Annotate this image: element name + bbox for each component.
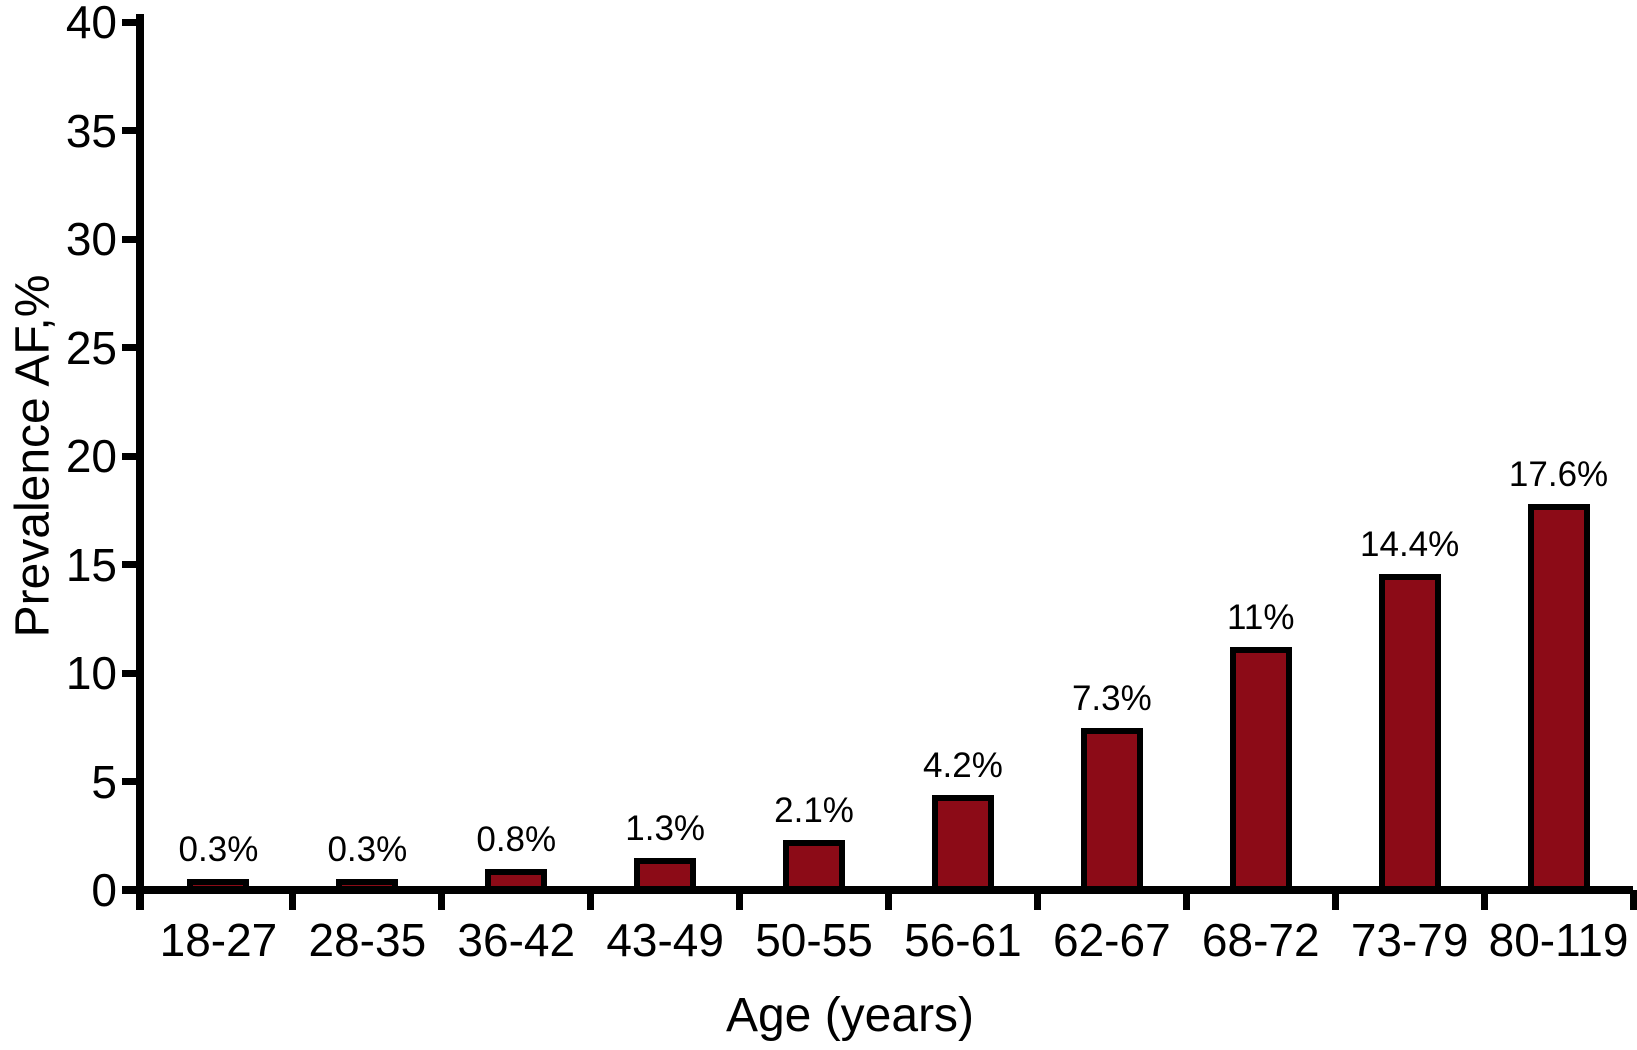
x-tick-label: 80-119: [1488, 914, 1629, 966]
bar-value-label: 0.3%: [327, 830, 408, 869]
x-tick: [1480, 890, 1488, 910]
y-tick-label: 10: [65, 647, 117, 699]
y-tick-label: 40: [65, 0, 117, 48]
y-tick-label: 15: [65, 538, 117, 591]
y-tick: [122, 344, 137, 351]
x-tick: [1182, 890, 1190, 910]
bar-62-67: [1080, 728, 1143, 886]
y-tick: [122, 127, 137, 134]
x-tick-label: 43-49: [606, 914, 724, 966]
y-tick: [122, 669, 137, 677]
bar-50-55: [783, 840, 846, 886]
y-tick-label: 5: [91, 755, 117, 808]
bar-80-119: [1527, 504, 1590, 886]
x-tick: [289, 890, 297, 910]
bar-value-label: 1.3%: [625, 809, 706, 848]
bar-36-42: [485, 869, 548, 886]
x-tick-label: 50-55: [755, 914, 873, 966]
y-axis-line: [136, 14, 144, 910]
y-tick: [122, 452, 137, 460]
x-tick-label: 36-42: [457, 914, 576, 966]
x-tick-label: 73-79: [1350, 914, 1469, 966]
x-tick: [1331, 890, 1339, 910]
y-tick: [122, 561, 137, 568]
bar-value-label: 0.8%: [476, 820, 557, 859]
bar-value-label: 4.2%: [923, 746, 1003, 785]
x-tick: [438, 890, 446, 910]
bar-68-72: [1229, 647, 1292, 886]
bar-value-label: 17.6%: [1508, 455, 1609, 494]
y-tick: [122, 235, 137, 243]
bar-value-label: 0.3%: [178, 830, 259, 869]
x-axis-title: Age (years): [725, 989, 975, 1042]
x-tick: [587, 890, 595, 910]
bar-18-27: [187, 879, 250, 886]
y-tick: [122, 778, 137, 785]
bar-56-61: [931, 795, 994, 886]
y-tick-label: 20: [65, 430, 117, 482]
bar-43-49: [634, 858, 697, 886]
x-tick: [1629, 890, 1637, 910]
x-tick-label: 68-72: [1201, 914, 1320, 966]
bar-73-79: [1378, 574, 1441, 886]
x-tick-label: 28-35: [308, 914, 427, 966]
y-tick: [122, 18, 137, 26]
x-tick-label: 62-67: [1053, 914, 1171, 966]
x-tick: [885, 890, 892, 910]
x-tick-label: 18-27: [159, 914, 278, 966]
x-tick: [736, 890, 744, 910]
x-tick: [1033, 890, 1041, 910]
x-tick-label: 56-61: [904, 914, 1022, 966]
bar-28-35: [336, 879, 399, 886]
x-axis-line: [122, 886, 1633, 894]
y-tick-label: 30: [65, 213, 117, 265]
y-tick-label: 35: [65, 104, 117, 157]
bar-value-label: 7.3%: [1071, 679, 1152, 718]
y-tick-label: 0: [91, 864, 117, 916]
bar-value-label: 11%: [1227, 598, 1295, 637]
bar-value-label: 14.4%: [1360, 525, 1460, 564]
bar-value-label: 2.1%: [774, 791, 854, 830]
y-tick-label: 25: [65, 321, 117, 374]
